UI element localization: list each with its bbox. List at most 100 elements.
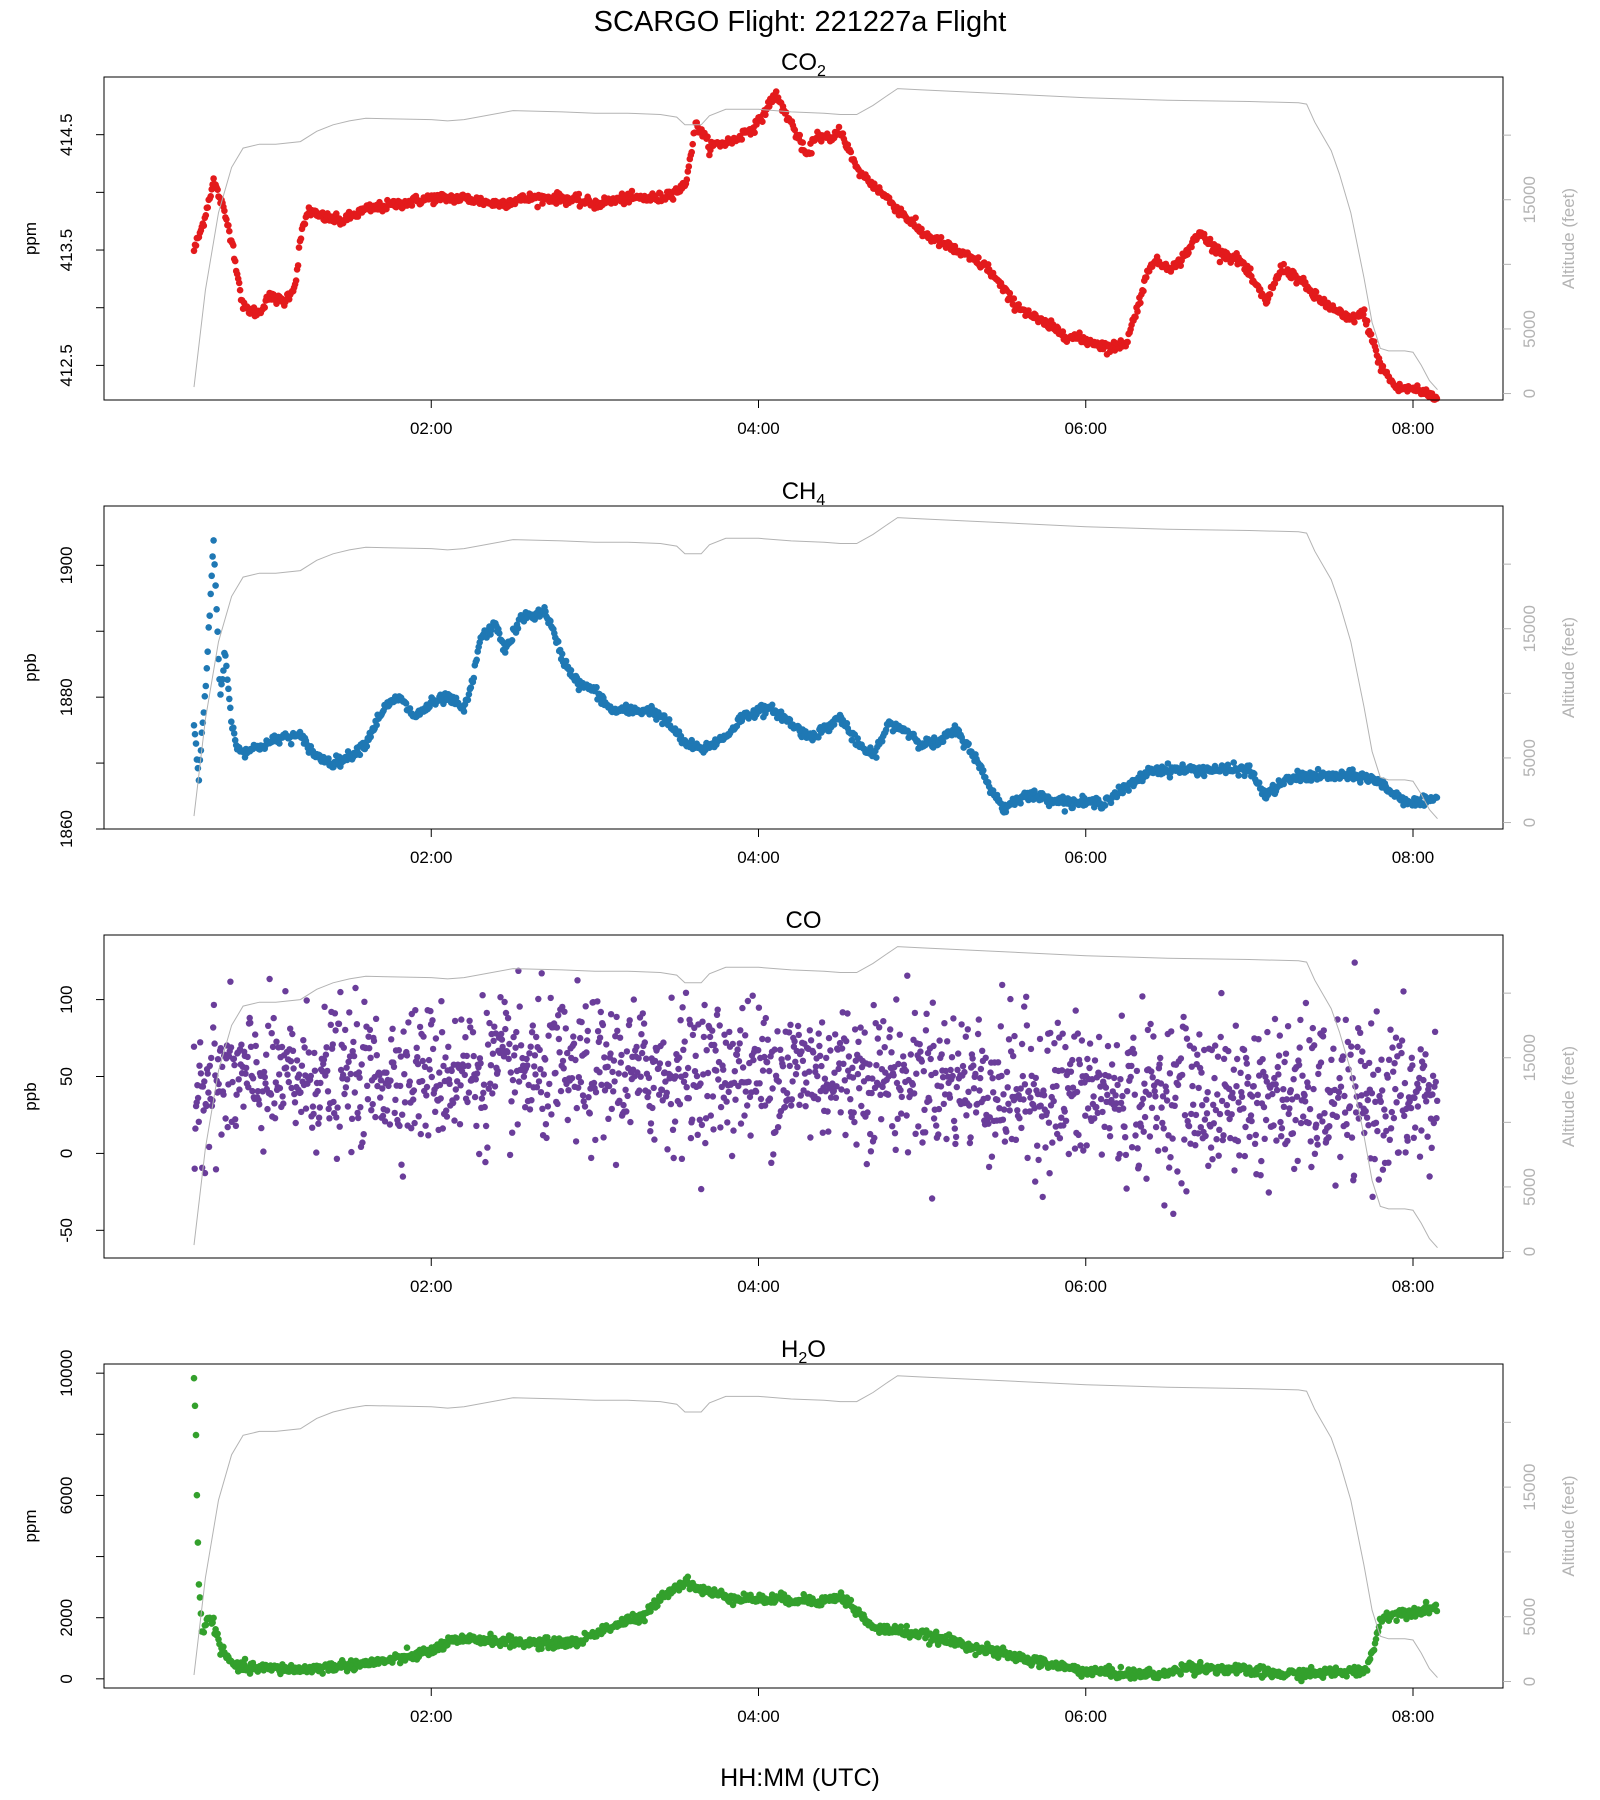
data-point: [854, 1070, 862, 1078]
data-point: [830, 1087, 837, 1095]
data-point: [247, 1043, 255, 1051]
data-point: [814, 1096, 822, 1103]
data-point: [562, 1025, 569, 1032]
data-point: [1170, 1210, 1177, 1218]
data-point: [1124, 338, 1131, 346]
data-point: [411, 1119, 418, 1127]
data-point: [1119, 789, 1126, 797]
data-point: [577, 1078, 585, 1086]
data-point: [269, 1043, 277, 1051]
data-point: [1311, 1042, 1318, 1049]
data-point: [792, 1058, 799, 1066]
y-tick-label: 1860: [57, 810, 76, 848]
data-point: [1372, 1098, 1379, 1106]
data-point: [1034, 1142, 1041, 1149]
data-point: [676, 1054, 683, 1061]
data-point: [1189, 1082, 1196, 1090]
data-point: [419, 1057, 426, 1065]
data-point: [1431, 1028, 1439, 1036]
data-point: [489, 1090, 496, 1097]
data-point: [194, 1094, 202, 1102]
plot-frame: [103, 505, 1504, 830]
data-point: [1134, 1145, 1141, 1152]
data-point: [278, 1043, 286, 1051]
data-point: [816, 1052, 824, 1060]
data-point: [678, 1155, 686, 1163]
data-point: [892, 1146, 899, 1154]
data-point: [1364, 1096, 1372, 1104]
data-point: [761, 1102, 769, 1109]
data-point: [580, 1098, 587, 1105]
data-point: [843, 1088, 851, 1095]
data-point: [808, 150, 815, 157]
data-point: [762, 1014, 769, 1022]
data-point: [353, 1020, 361, 1028]
data-point: [982, 1054, 989, 1062]
data-point: [610, 1088, 617, 1095]
data-point: [907, 1051, 914, 1058]
figure-title: SCARGO Flight: 221227a Flight: [594, 6, 1007, 38]
data-point: [492, 1030, 499, 1037]
x-tick-label: 08:00: [1392, 1277, 1435, 1296]
data-point: [546, 1080, 553, 1088]
data-points: [190, 1374, 1441, 1685]
data-point: [880, 1018, 887, 1025]
data-point: [1308, 1163, 1315, 1171]
data-point: [858, 1063, 866, 1071]
data-point: [689, 1116, 696, 1123]
data-point: [825, 1128, 832, 1135]
data-point: [437, 1095, 444, 1102]
data-point: [473, 656, 481, 664]
data-point: [1306, 1105, 1314, 1113]
data-point: [706, 1033, 714, 1041]
data-point: [835, 123, 843, 131]
data-point: [501, 649, 509, 656]
data-point: [406, 705, 414, 712]
data-point: [904, 1149, 912, 1156]
data-point: [506, 1151, 514, 1159]
data-point: [878, 1116, 885, 1123]
data-point: [616, 1097, 623, 1105]
data-point: [560, 1065, 567, 1072]
data-point: [1344, 1131, 1351, 1139]
data-point: [276, 740, 283, 747]
data-point: [1351, 318, 1358, 326]
data-point: [755, 1047, 762, 1054]
data-point: [423, 1092, 430, 1099]
data-point: [520, 1073, 528, 1080]
data-point: [961, 1068, 968, 1076]
data-point: [752, 1088, 760, 1095]
data-point: [343, 1064, 350, 1071]
data-point: [402, 700, 410, 707]
data-point: [647, 1128, 654, 1135]
data-point: [671, 1118, 679, 1125]
data-point: [195, 1581, 203, 1588]
data-point: [514, 625, 522, 632]
data-point: [821, 1075, 829, 1082]
data-point: [1281, 1058, 1288, 1066]
data-point: [887, 1026, 894, 1033]
data-point: [1420, 1076, 1427, 1084]
data-point: [1353, 1093, 1361, 1100]
data-point: [1249, 1093, 1256, 1100]
data-point: [1212, 1106, 1220, 1114]
data-point: [222, 652, 229, 659]
data-point: [693, 1072, 701, 1080]
data-point: [1067, 1068, 1075, 1075]
data-point: [1159, 1093, 1167, 1100]
data-point: [203, 1102, 210, 1110]
altitude-tick-label: 15000: [1520, 605, 1539, 652]
data-point: [1163, 1097, 1171, 1104]
data-point: [1023, 1022, 1031, 1029]
data-point: [1260, 787, 1268, 794]
y-tick-label: -50: [57, 1218, 76, 1243]
data-point: [333, 1155, 341, 1163]
data-point: [1047, 1029, 1054, 1037]
data-point: [832, 1031, 839, 1038]
data-point: [1181, 1112, 1189, 1119]
data-point: [818, 1062, 825, 1070]
data-point: [1017, 800, 1024, 807]
data-point: [1058, 1067, 1066, 1074]
data-point: [210, 1024, 217, 1031]
data-point: [559, 1003, 566, 1011]
